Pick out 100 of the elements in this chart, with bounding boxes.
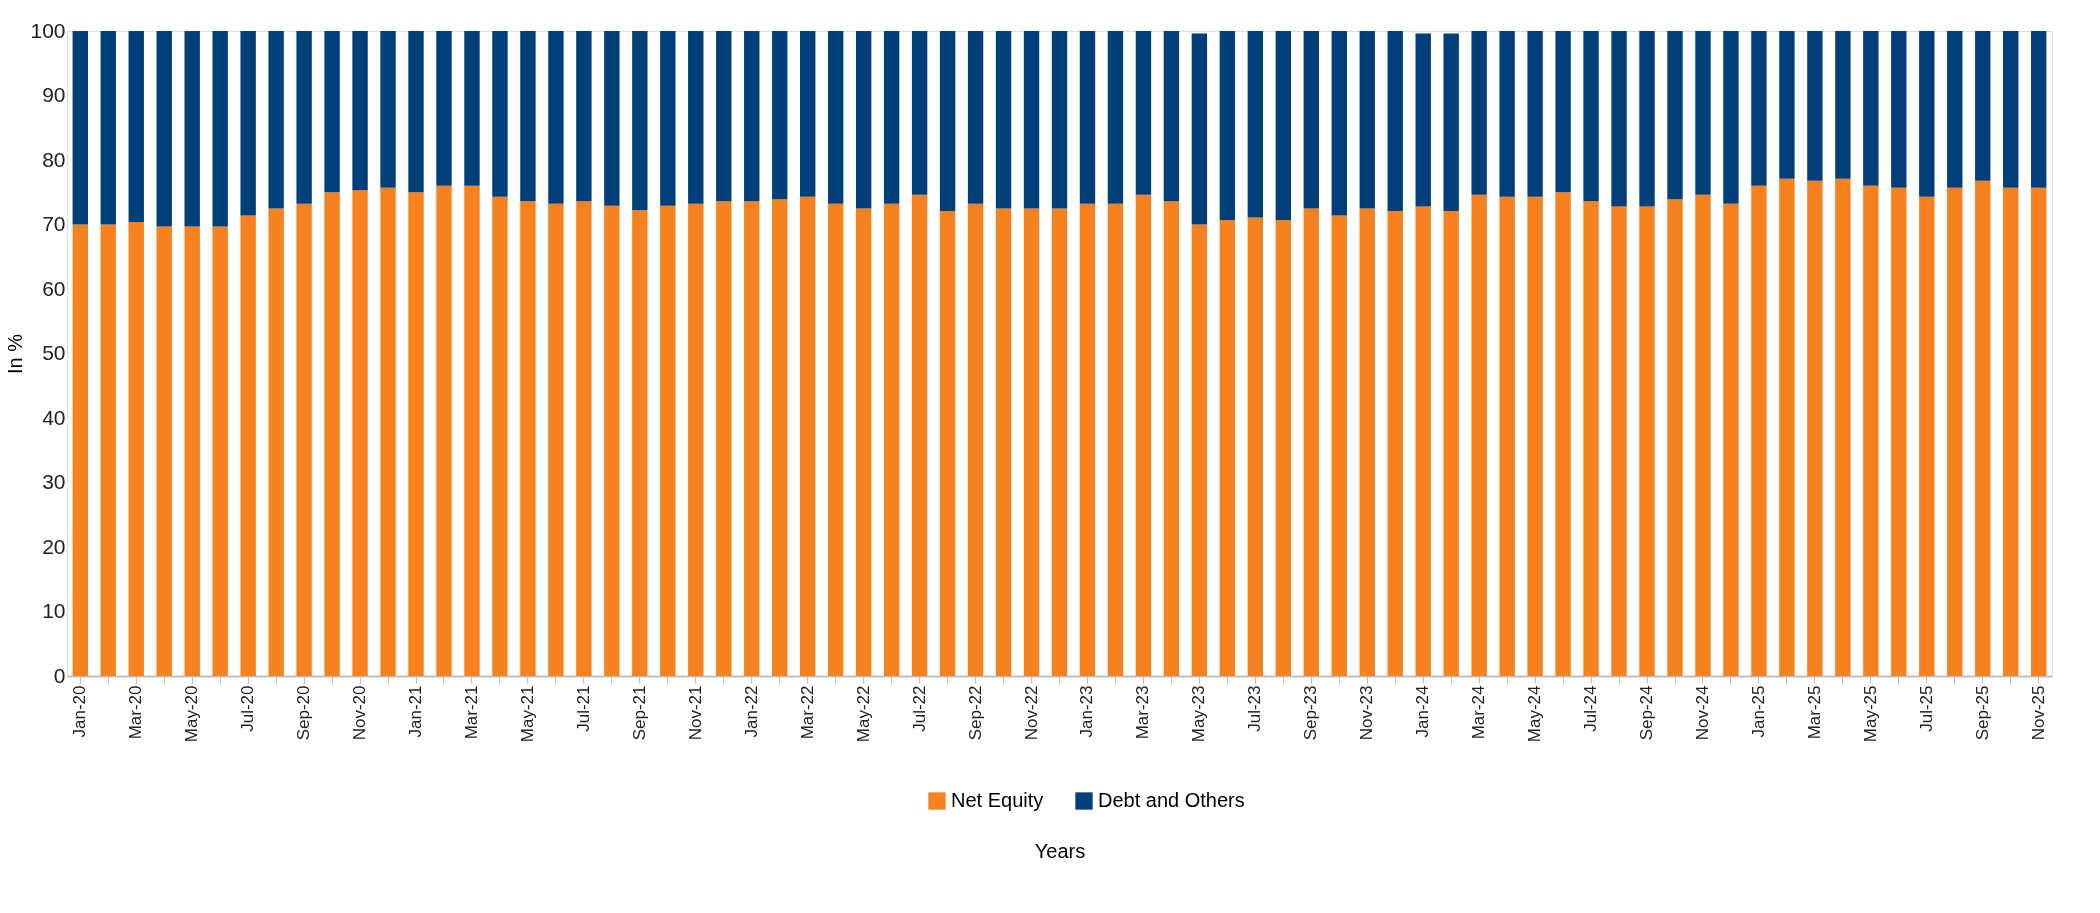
bar: [1639, 31, 1655, 207]
x-tick-label: Nov-20: [350, 685, 370, 741]
x-tick-label: Mar-21: [461, 685, 481, 740]
x-tick-label: Nov-22: [1021, 685, 1041, 741]
x-tick-label: Mar-23: [1133, 685, 1153, 740]
bar: [1387, 210, 1403, 676]
bar: [604, 205, 620, 676]
bar: [967, 31, 984, 204]
x-tick-label: May-25: [1860, 685, 1880, 743]
bar: [464, 31, 480, 186]
bar: [324, 192, 340, 676]
bar: [911, 194, 928, 676]
x-tick-label: Jul-22: [909, 685, 929, 732]
bar: [2031, 31, 2047, 188]
bar: [1891, 31, 1907, 188]
x-tick-label: Jul-23: [1245, 685, 1265, 732]
bar: [1695, 194, 1711, 676]
bar: [1107, 31, 1124, 204]
bar: [128, 31, 144, 222]
bar: [1219, 219, 1236, 676]
x-tick-label: Sep-20: [294, 685, 314, 741]
bar: [1527, 196, 1543, 676]
y-tick-label: 50: [42, 341, 66, 364]
y-tick-label: 20: [42, 534, 66, 558]
bar: [1555, 192, 1571, 676]
bar: [380, 187, 396, 676]
bar: [1807, 31, 1823, 181]
x-tick-label: Nov-24: [1692, 685, 1712, 741]
bar: [1079, 31, 1096, 204]
x-tick-label: Mar-20: [126, 685, 146, 740]
bar: [1723, 203, 1739, 676]
x-tick-label: Nov-21: [685, 685, 705, 741]
bar: [520, 31, 536, 202]
bar: [128, 221, 144, 676]
y-axis-title: In %: [4, 333, 27, 375]
bar: [1835, 31, 1851, 179]
bar: [827, 203, 844, 676]
bar: [1443, 33, 1459, 211]
bar: [352, 31, 368, 191]
bar: [212, 226, 228, 676]
bar: [1051, 208, 1068, 676]
bar: [604, 31, 620, 206]
x-tick-label: Mar-22: [797, 685, 817, 740]
bar: [408, 31, 424, 193]
bar: [800, 31, 816, 197]
x-tick-label: Nov-25: [2028, 685, 2048, 741]
bar: [1303, 31, 1319, 209]
bar: [688, 31, 704, 204]
bar: [1499, 31, 1515, 197]
x-tick-label: May-24: [1525, 685, 1545, 743]
bar: [1835, 178, 1851, 676]
x-tick-label: Sep-22: [965, 685, 985, 741]
bar: [1471, 31, 1487, 195]
x-tick-label: Jan-22: [741, 685, 761, 738]
bar: [1135, 31, 1152, 195]
x-tick-label: Jan-20: [70, 685, 90, 738]
bar: [1919, 196, 1935, 676]
bar: [1359, 208, 1375, 676]
bar: [548, 203, 564, 676]
x-tick-label: Nov-23: [1357, 685, 1377, 741]
bar: [100, 31, 116, 225]
bar: [464, 185, 480, 676]
bar: [1891, 187, 1907, 676]
x-tick-label: May-23: [1189, 685, 1209, 743]
bar: [716, 201, 732, 676]
bar: [184, 31, 200, 227]
x-tick-label: Jul-24: [1581, 685, 1601, 732]
bar: [156, 31, 172, 227]
bar: [1303, 208, 1319, 676]
bar: [1107, 203, 1124, 676]
bar: [72, 31, 88, 225]
y-tick-label: 10: [42, 599, 66, 622]
bar: [1247, 217, 1264, 676]
x-tick-label: Sep-21: [629, 685, 649, 741]
bar: [1191, 33, 1208, 225]
bar: [1611, 31, 1627, 207]
x-tick-label: May-20: [182, 685, 202, 743]
bar: [240, 215, 256, 676]
bar: [2031, 187, 2047, 676]
x-tick-label: Jan-23: [1077, 685, 1097, 738]
y-tick-label: 30: [42, 470, 66, 493]
x-tick-label: Sep-23: [1301, 685, 1321, 741]
x-tick-label: Jan-21: [406, 685, 426, 738]
bar: [1219, 31, 1236, 220]
bar: [1135, 194, 1152, 676]
x-tick-label: Jul-25: [1916, 685, 1936, 732]
bar: [184, 226, 200, 676]
x-tick-label: Jan-25: [1748, 685, 1768, 738]
bar: [1723, 31, 1739, 204]
y-tick-label: 40: [42, 405, 66, 429]
bar: [1415, 206, 1431, 676]
legend-label: Debt and Others: [1098, 789, 1245, 811]
bar: [1555, 31, 1571, 193]
x-tick-label: Jan-24: [1413, 685, 1433, 738]
bar: [1583, 201, 1599, 676]
x-tick-label: Jul-21: [573, 685, 593, 732]
bar: [1275, 31, 1292, 220]
bar: [660, 31, 676, 206]
bar: [2003, 187, 2019, 676]
bar: [744, 201, 760, 676]
